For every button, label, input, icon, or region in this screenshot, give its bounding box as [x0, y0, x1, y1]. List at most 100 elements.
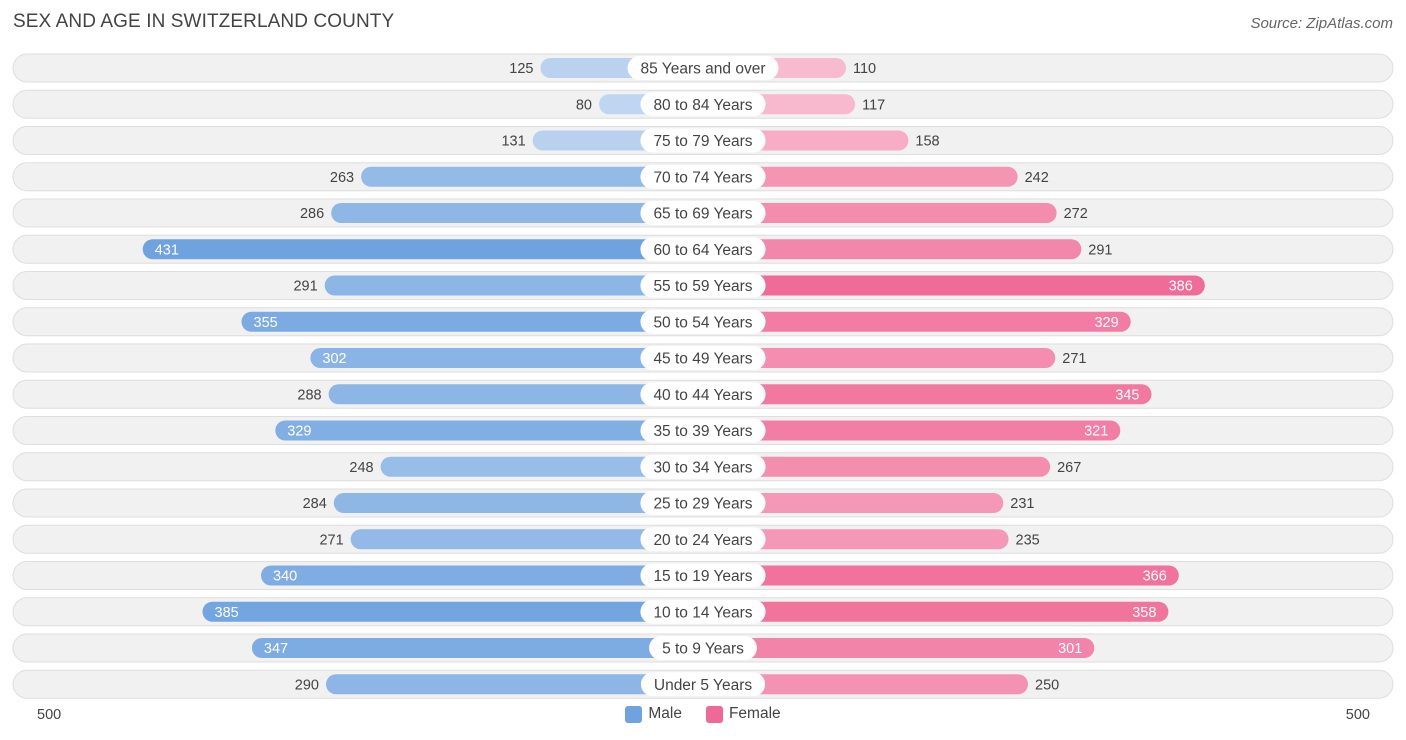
value-male-40-to-44-years: 288 — [297, 387, 321, 403]
bar-female-under-5-years — [703, 674, 1028, 695]
category-pill-70-to-74-years — [640, 164, 766, 189]
category-label-55-to-59-years: 55 to 59 Years — [653, 278, 752, 295]
category-label-80-to-84-years: 80 to 84 Years — [653, 97, 752, 114]
bar-male-45-to-49-years — [310, 348, 703, 368]
value-female-20-to-24-years: 235 — [1016, 532, 1040, 548]
bar-female-70-to-74-years — [703, 166, 1018, 187]
category-pill-45-to-49-years — [640, 346, 766, 370]
bar-male-50-to-54-years — [241, 311, 703, 332]
bar-female-15-to-19-years — [703, 565, 1179, 586]
category-label-25-to-29-years: 25 to 29 Years — [653, 496, 752, 513]
bar-female-45-to-49-years — [703, 348, 1056, 368]
bar-female-55-to-59-years — [703, 275, 1205, 296]
value-male-70-to-74-years: 263 — [330, 170, 354, 186]
category-pill-15-to-19-years — [640, 563, 766, 588]
value-male-20-to-24-years: 271 — [319, 532, 343, 548]
bar-male-60-to-64-years — [142, 239, 703, 260]
bar-female-20-to-24-years — [703, 529, 1009, 550]
category-label-60-to-64-years: 60 to 64 Years — [653, 242, 752, 259]
category-label-70-to-74-years: 70 to 74 Years — [653, 169, 752, 186]
legend-item-male: Male — [625, 705, 682, 723]
bar-female-30-to-34-years — [703, 456, 1051, 477]
value-female-50-to-54-years: 329 — [1094, 315, 1118, 331]
bar-female-60-to-64-years — [703, 239, 1082, 260]
axis-left-label: 500 — [37, 707, 62, 723]
value-female-5-to-9-years: 301 — [1058, 641, 1082, 657]
category-pill-65-to-69-years — [640, 201, 766, 225]
category-pill-50-to-54-years — [640, 309, 766, 334]
value-male-35-to-39-years: 329 — [287, 424, 311, 440]
category-label-20-to-24-years: 20 to 24 Years — [653, 532, 752, 549]
bar-female-35-to-39-years — [703, 420, 1121, 441]
value-female-70-to-74-years: 242 — [1025, 170, 1049, 186]
category-label-75-to-79-years: 75 to 79 Years — [653, 133, 752, 150]
category-pill-under-5-years — [640, 672, 766, 697]
value-female-30-to-34-years: 267 — [1057, 460, 1081, 476]
category-pill-80-to-84-years — [640, 92, 766, 117]
chart-source: Source: ZipAtlas.com — [1250, 15, 1393, 32]
value-female-85-years-and-over: 110 — [853, 61, 876, 77]
legend-swatch-male — [625, 705, 643, 723]
category-label-10-to-14-years: 10 to 14 Years — [653, 604, 752, 621]
category-label-under-5-years: Under 5 Years — [654, 677, 752, 694]
category-label-5-to-9-years: 5 to 9 Years — [662, 641, 744, 658]
value-female-25-to-29-years: 231 — [1010, 496, 1034, 512]
legend-item-female: Female — [705, 705, 781, 723]
bar-male-55-to-59-years — [324, 275, 703, 296]
bar-female-25-to-29-years — [703, 493, 1004, 513]
category-label-65-to-69-years: 65 to 69 Years — [653, 206, 752, 223]
value-male-25-to-29-years: 284 — [303, 496, 327, 512]
value-male-10-to-14-years: 385 — [215, 605, 239, 621]
category-pill-10-to-14-years — [640, 599, 766, 624]
value-male-75-to-79-years: 131 — [501, 134, 525, 150]
bar-female-5-to-9-years — [703, 638, 1095, 658]
category-pill-25-to-29-years — [640, 491, 766, 515]
category-pill-40-to-44-years — [640, 382, 766, 407]
legend-label-male: Male — [648, 705, 682, 722]
category-pill-35-to-39-years — [640, 418, 766, 443]
value-male-30-to-34-years: 248 — [349, 460, 373, 476]
value-male-65-to-69-years: 286 — [300, 206, 324, 222]
bar-male-35-to-39-years — [275, 420, 703, 441]
value-male-15-to-19-years: 340 — [273, 569, 297, 585]
value-male-80-to-84-years: 80 — [576, 97, 592, 113]
bar-male-10-to-14-years — [202, 601, 703, 622]
legend: Male Female — [0, 705, 1406, 723]
bar-male-40-to-44-years — [328, 384, 703, 405]
legend-swatch-female — [705, 705, 723, 723]
bar-female-65-to-69-years — [703, 203, 1057, 223]
bar-male-65-to-69-years — [331, 203, 703, 223]
category-label-85-years-and-over: 85 Years and over — [641, 61, 766, 78]
value-female-80-to-84-years: 117 — [862, 97, 885, 113]
value-female-40-to-44-years: 345 — [1115, 387, 1139, 403]
bar-male-70-to-74-years — [361, 166, 703, 187]
bar-male-5-to-9-years — [251, 638, 703, 658]
value-male-50-to-54-years: 355 — [254, 315, 278, 331]
category-label-30-to-34-years: 30 to 34 Years — [653, 459, 752, 476]
axis-right-label: 500 — [1345, 707, 1370, 723]
value-female-35-to-39-years: 321 — [1084, 424, 1108, 440]
value-female-65-to-69-years: 272 — [1064, 206, 1088, 222]
category-pill-55-to-59-years — [640, 273, 766, 298]
category-pill-60-to-64-years — [640, 237, 766, 262]
value-male-under-5-years: 290 — [295, 677, 319, 693]
bar-male-25-to-29-years — [333, 493, 703, 513]
value-female-60-to-64-years: 291 — [1088, 242, 1112, 258]
value-male-55-to-59-years: 291 — [293, 279, 317, 295]
category-label-40-to-44-years: 40 to 44 Years — [653, 387, 752, 404]
category-pill-20-to-24-years — [640, 527, 766, 552]
bar-male-30-to-34-years — [380, 456, 703, 477]
value-female-15-to-19-years: 366 — [1143, 569, 1167, 585]
value-female-45-to-49-years: 271 — [1062, 351, 1086, 367]
value-male-60-to-64-years: 431 — [155, 242, 179, 258]
bar-male-20-to-24-years — [350, 529, 703, 550]
category-label-35-to-39-years: 35 to 39 Years — [653, 423, 752, 440]
value-male-5-to-9-years: 347 — [264, 641, 288, 657]
legend-label-female: Female — [728, 705, 781, 722]
category-label-50-to-54-years: 50 to 54 Years — [653, 314, 752, 331]
chart-title: SEX AND AGE IN SWITZERLAND COUNTY — [13, 11, 395, 32]
bar-female-40-to-44-years — [703, 384, 1152, 405]
category-pill-75-to-79-years — [640, 128, 766, 153]
value-female-55-to-59-years: 386 — [1169, 279, 1193, 295]
